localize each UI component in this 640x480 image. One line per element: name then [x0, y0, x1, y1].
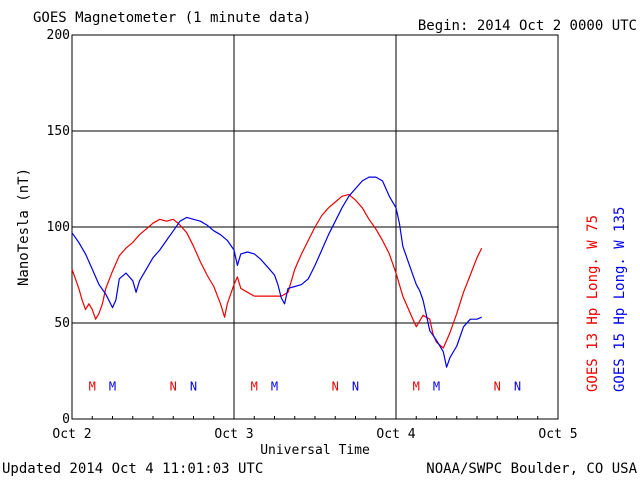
y-tick-label: 200	[47, 28, 70, 43]
x-axis-label: Universal Time	[260, 443, 370, 458]
legend-goes15: GOES 15 Hp Long. W 135	[612, 207, 628, 392]
y-tick-label: 100	[47, 220, 70, 235]
x-tick-label: Oct 2	[52, 427, 91, 442]
time-marker: N	[190, 379, 197, 393]
legend-goes13: GOES 13 Hp Long. W 75	[585, 215, 601, 392]
x-tick-label: Oct 4	[376, 427, 415, 442]
credit: NOAA/SWPC Boulder, CO USA	[426, 461, 637, 477]
series-line-goes13	[71, 193, 483, 349]
series-layer	[71, 176, 483, 368]
time-marker: N	[170, 379, 177, 393]
time-marker: M	[433, 379, 440, 393]
x-tick-label: Oct 3	[214, 427, 253, 442]
grid	[72, 35, 558, 419]
series-line-goes15	[71, 176, 482, 368]
y-tick-label: 50	[54, 316, 70, 331]
time-marker: M	[109, 379, 116, 393]
time-marker: N	[494, 379, 501, 393]
time-marker: M	[251, 379, 258, 393]
time-marker: N	[332, 379, 339, 393]
y-axis-ticks: 0 50 100 150 200	[47, 28, 70, 427]
time-marker: M	[271, 379, 278, 393]
y-tick-label: 150	[47, 124, 70, 139]
time-marker: N	[352, 379, 359, 393]
time-marker: N	[514, 379, 521, 393]
time-marker: M	[413, 379, 420, 393]
begin-time: Begin: 2014 Oct 2 0000 UTC	[418, 18, 637, 34]
y-axis-label: NanoTesla (nT)	[16, 168, 32, 286]
x-axis-ticks: Oct 2 Oct 3 Oct 4 Oct 5	[52, 413, 578, 442]
y-tick-label: 0	[62, 412, 70, 427]
time-marker: M	[89, 379, 96, 393]
x-tick-label: Oct 5	[538, 427, 577, 442]
chart-title: GOES Magnetometer (1 minute data)	[33, 10, 311, 26]
updated-time: Updated 2014 Oct 4 11:01:03 UTC	[2, 461, 263, 477]
